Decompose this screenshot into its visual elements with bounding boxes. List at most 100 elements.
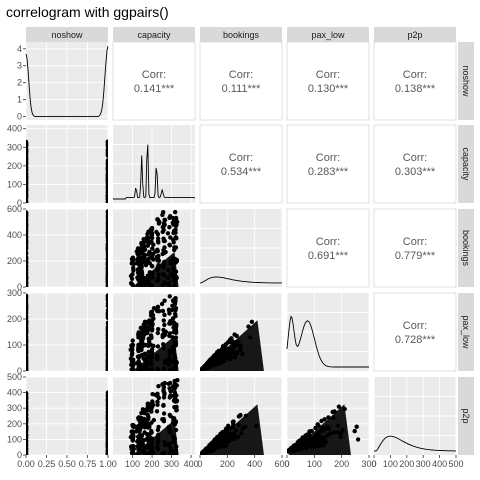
row-label-p2p: p2p [461,408,471,423]
corr-label: Corr: [316,152,340,164]
strip-p2p-col [374,27,456,42]
x-tick-label: 100 [125,459,140,469]
x-tick-label: 0.50 [58,459,76,469]
points-pax_low-noshow [26,293,108,371]
x-tick-label: 400 [184,459,199,469]
corr-value: 0.141*** [134,83,175,95]
corr-label: Corr: [316,236,340,248]
y-tick-label: 0 [17,366,22,376]
corr-value: 0.691*** [308,250,349,262]
density-p2p [374,435,456,452]
panel-pax_low-pax_low [286,293,370,371]
x-tick-label: 200 [145,459,160,469]
strip-label-pax_low: pax_low [311,30,345,40]
panel-capacity-p2p: Corr: 0.303*** [373,124,457,204]
y-tick-label: 2 [17,78,22,88]
points-pax_low-capacity [128,294,179,371]
y-tick-label: 0 [17,282,22,292]
panel-p2p-pax_low [286,376,370,456]
x-tick-label: 100 [307,459,322,469]
x-tick-label: 0.00 [17,459,35,469]
strip-label-bookings: bookings [223,30,260,40]
panel-p2p-p2p [373,377,457,455]
x-tick-label: 1.00 [99,459,117,469]
x-tick-label: 0.25 [38,459,56,469]
x-tick-label: 300 [416,459,431,469]
panel-noshow-capacity: Corr: 0.141*** [112,41,196,121]
corr-value: 0.779*** [395,250,436,262]
panel-noshow-noshow [25,42,109,120]
panel-capacity-pax_low: Corr: 0.283*** [286,124,370,204]
y-tick-label: 200 [7,256,22,266]
density-noshow [25,46,109,118]
y-tick-label: 100 [7,340,22,350]
panel-bookings-noshow [25,208,109,288]
row-label-noshow: noshow [461,65,471,97]
x-tick-label: 300 [361,459,376,469]
corr-label: Corr: [142,69,166,81]
corr-value: 0.283*** [308,166,349,178]
y-tick-label: 400 [7,230,22,240]
corr-label: Corr: [403,320,427,332]
y-tick-label: 300 [7,403,22,413]
points-capacity-noshow [26,139,108,203]
points-p2p-pax_low [287,404,361,455]
panel-bookings-capacity [113,208,195,288]
corr-value: 0.130*** [308,83,349,95]
strip-bookings-col [200,27,282,42]
x-tick-label: 0.75 [79,459,97,469]
points-p2p-noshow [26,390,108,455]
strip-capacity-col [113,27,195,42]
y-tick-label: 200 [7,419,22,429]
density-pax_low [286,315,369,368]
panel-noshow-p2p: Corr: 0.138*** [373,41,457,121]
strip-p2p-row [458,377,474,455]
corr-label: Corr: [229,152,253,164]
y-tick-label: 500 [7,372,22,382]
row-label-bookings: bookings [461,230,471,267]
strip-label-p2p: p2p [407,30,422,40]
panel-bookings-p2p: Corr: 0.779*** [373,208,457,288]
points-bookings-capacity [128,209,180,287]
x-tick-label: 300 [164,459,179,469]
panel-noshow-bookings: Corr: 0.111*** [199,41,283,121]
panel-p2p-bookings [199,376,283,456]
y-tick-label: 300 [7,288,22,298]
panel-capacity-capacity [113,125,196,203]
corr-label: Corr: [403,69,427,81]
y-tick-label: 100 [7,179,22,189]
corr-value: 0.303*** [395,166,436,178]
panel-pax_low-capacity [113,292,195,372]
y-tick-label: 200 [7,314,22,324]
strip-label-capacity: capacity [137,30,171,40]
y-axis: 0123401002003004000200400600010020030001… [7,44,26,460]
corr-label: Corr: [403,152,427,164]
x-tick-label: 0 [197,459,202,469]
row-label-capacity: capacity [461,147,471,181]
x-tick-label: 0 [371,459,376,469]
panel-p2p-noshow [25,376,109,456]
strip-label-noshow: noshow [51,30,83,40]
y-tick-label: 200 [7,161,22,171]
y-tick-label: 300 [7,142,22,152]
x-tick-label: 100 [383,459,398,469]
y-tick-label: 0 [17,112,22,122]
x-tick-label: 200 [220,459,235,469]
y-tick-label: 400 [7,124,22,134]
y-tick-label: 4 [17,44,22,54]
x-tick-label: 600 [274,459,289,469]
points-pax_low-bookings [200,319,264,371]
x-tick-label: 0 [284,459,289,469]
panel-p2p-capacity [113,376,195,456]
row-strips: noshow capacity bookings pax_low p2p [458,42,474,455]
panel-capacity-bookings: Corr: 0.534*** [199,124,283,204]
corr-value: 0.111*** [222,83,261,95]
density-bookings [199,276,282,284]
panel-grid: Corr:0.141***Corr:0.111***Corr:0.130***C… [25,41,457,456]
y-tick-label: 400 [7,388,22,398]
panel-bookings-bookings [199,209,283,287]
points-p2p-bookings [200,404,264,455]
strip-noshow-row [458,42,474,120]
y-tick-label: 0 [17,198,22,208]
